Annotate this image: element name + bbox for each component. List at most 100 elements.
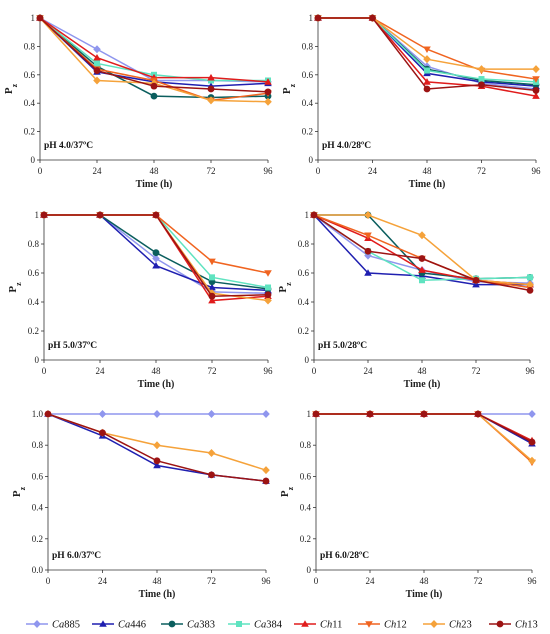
series-Ca885 bbox=[44, 410, 270, 418]
series-Ch13 bbox=[314, 14, 540, 94]
data-point bbox=[532, 65, 540, 74]
data-point bbox=[208, 296, 216, 304]
data-point bbox=[44, 410, 52, 418]
y-tick-label: 0.8 bbox=[32, 440, 44, 450]
y-axis-label: Pz bbox=[277, 282, 293, 293]
legend-marker bbox=[301, 620, 309, 627]
y-tick-label: 0 bbox=[309, 155, 314, 165]
y-tick-label: 0.2 bbox=[24, 127, 35, 137]
y-tick-label: 0.6 bbox=[32, 471, 44, 481]
x-tick-label: 48 bbox=[153, 576, 163, 586]
y-tick-label: 1 bbox=[35, 210, 40, 220]
x-tick-label: 96 bbox=[264, 366, 274, 376]
data-point bbox=[312, 410, 320, 418]
series-line bbox=[316, 413, 533, 463]
data-point bbox=[527, 274, 533, 281]
panel-5: 0.0 0.2 0.4 0.6 0.8 1.0 0 24 48 72 96 Time (h) Pz pH … bbox=[11, 409, 271, 600]
legend-marker bbox=[496, 620, 504, 628]
legend-label: Ca446 bbox=[118, 620, 146, 631]
legend-marker bbox=[99, 620, 107, 627]
x-tick-label: 96 bbox=[264, 166, 274, 176]
y-tick-label: 0.2 bbox=[300, 534, 311, 544]
y-tick-label: 1 bbox=[305, 210, 310, 220]
y-tick-label: 0.6 bbox=[300, 471, 312, 481]
x-axis-label: Time (h) bbox=[139, 589, 176, 600]
y-tick-label: 0 bbox=[305, 355, 310, 365]
data-point bbox=[207, 410, 216, 418]
x-tick-label: 0 bbox=[46, 576, 51, 586]
data-point bbox=[264, 296, 272, 305]
data-point bbox=[474, 410, 482, 418]
series-Ch13 bbox=[40, 211, 272, 300]
y-tick-label: 1 bbox=[309, 13, 314, 23]
y-tick-label: 0.6 bbox=[302, 70, 314, 80]
data-point bbox=[150, 82, 158, 90]
panel-annotation: pH 6.0/37ºC bbox=[52, 551, 101, 561]
series-Ch13 bbox=[44, 410, 270, 485]
data-point bbox=[93, 53, 101, 61]
x-tick-label: 72 bbox=[477, 166, 486, 176]
x-tick-label: 0 bbox=[42, 366, 47, 376]
data-point bbox=[40, 211, 48, 219]
data-point bbox=[207, 73, 215, 81]
series-Ch12 bbox=[312, 411, 536, 467]
x-tick-label: 48 bbox=[418, 366, 428, 376]
legend-marker bbox=[33, 620, 41, 628]
panel-annotation: pH 5.0/28ºC bbox=[318, 341, 367, 351]
y-tick-label: 0.4 bbox=[298, 297, 310, 307]
data-point bbox=[526, 280, 534, 289]
panel-annotation: pH 5.0/37ºC bbox=[48, 341, 97, 351]
x-tick-label: 96 bbox=[528, 576, 538, 586]
data-point bbox=[418, 255, 426, 262]
data-point bbox=[93, 45, 101, 54]
x-tick-label: 0 bbox=[314, 576, 319, 586]
y-tick-label: 0 bbox=[35, 355, 40, 365]
data-point bbox=[366, 410, 374, 418]
data-point bbox=[265, 284, 271, 291]
data-point bbox=[207, 96, 215, 105]
data-point bbox=[208, 283, 216, 291]
data-point bbox=[93, 76, 101, 85]
data-point bbox=[364, 269, 372, 276]
y-tick-label: 0.2 bbox=[28, 326, 39, 336]
y-tick-label: 0 bbox=[31, 155, 36, 165]
y-tick-label: 0.2 bbox=[302, 127, 313, 137]
data-point bbox=[153, 441, 161, 450]
y-tick-label: 0 bbox=[307, 565, 312, 575]
y-tick-label: 1.0 bbox=[32, 409, 44, 419]
series-Ch13 bbox=[310, 211, 534, 294]
legend-entry-Ca446: Ca446 bbox=[92, 620, 146, 631]
series-Ch23 bbox=[312, 410, 536, 465]
data-point bbox=[208, 258, 216, 266]
data-point bbox=[99, 429, 106, 437]
data-point bbox=[96, 211, 104, 219]
data-point bbox=[420, 410, 428, 418]
series-Ca383 bbox=[40, 211, 272, 293]
legend-label: Ch12 bbox=[384, 620, 407, 631]
legend-entry-Ch23: Ch23 bbox=[423, 620, 472, 631]
data-point bbox=[264, 97, 272, 106]
data-point bbox=[152, 261, 160, 269]
x-axis-label: Time (h) bbox=[136, 179, 173, 190]
series-line bbox=[316, 413, 533, 445]
x-axis-label: Time (h) bbox=[404, 379, 441, 390]
x-tick-label: 96 bbox=[526, 366, 536, 376]
y-tick-label: 0.8 bbox=[302, 41, 314, 51]
y-tick-label: 1 bbox=[307, 409, 312, 419]
data-point bbox=[478, 81, 485, 89]
data-point bbox=[364, 247, 372, 255]
data-point bbox=[310, 211, 318, 219]
y-tick-label: 0.8 bbox=[24, 41, 36, 51]
legend-entry-Ca384: Ca384 bbox=[228, 620, 283, 631]
panel-2: 0 0.2 0.4 0.6 0.8 1 0 24 48 72 96 Time (h) Pz pH 4.0/… bbox=[281, 13, 541, 190]
y-axis-label: Pz bbox=[279, 486, 295, 497]
data-point bbox=[418, 266, 426, 273]
x-tick-label: 72 bbox=[207, 166, 216, 176]
y-tick-label: 0.2 bbox=[32, 534, 43, 544]
panel-3: 0 0.2 0.4 0.6 0.8 1 0 24 48 72 96 Time (h) Pz pH 5.0/… bbox=[7, 210, 273, 390]
series-Ch11 bbox=[36, 14, 272, 85]
data-point bbox=[153, 461, 161, 469]
series-Ch13 bbox=[312, 410, 536, 446]
legend-entry-Ca383: Ca383 bbox=[161, 620, 215, 631]
data-point bbox=[532, 76, 540, 83]
